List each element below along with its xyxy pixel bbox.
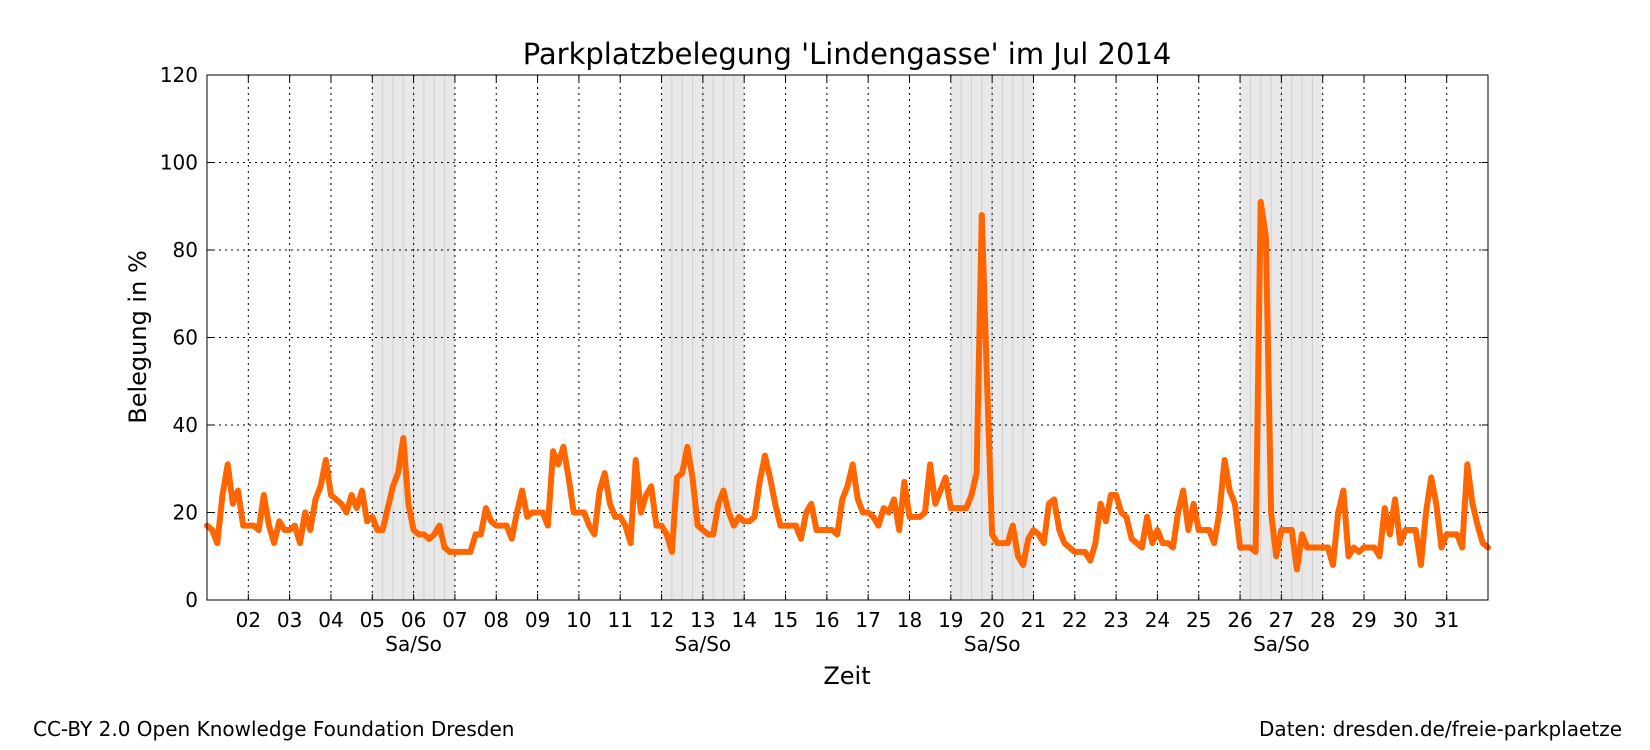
x-axis-label: Zeit [823, 662, 870, 690]
y-tick-label: 80 [173, 238, 198, 262]
x-tick-label: 15 [773, 608, 798, 632]
y-axis-label: Belegung in % [124, 250, 152, 424]
license-credit: CC-BY 2.0 Open Knowledge Foundation Dres… [33, 717, 515, 741]
x-tick-label: 27 [1269, 608, 1294, 632]
x-tick-label: 16 [814, 608, 839, 632]
x-tick-label: 24 [1145, 608, 1170, 632]
x-tick-label: 19 [938, 608, 963, 632]
x-tick-label: 14 [731, 608, 756, 632]
y-tick-label: 20 [173, 501, 198, 525]
x-tick-label: 12 [649, 608, 674, 632]
x-tick-label: 11 [607, 608, 632, 632]
x-tick-label: 20 [979, 608, 1004, 632]
x-tick-label: 21 [1021, 608, 1046, 632]
axis-ticks: 02 03 04 05 06 07 08 09 10 11 12 13 14 15 16 17 18 19 20 21… [160, 63, 1488, 656]
x-tick-label: 23 [1103, 608, 1128, 632]
chart-title: Parkplatzbelegung 'Lindengasse' im Jul 2… [523, 37, 1172, 71]
y-tick-label: 100 [160, 151, 198, 175]
x-tick-label: 29 [1351, 608, 1376, 632]
x-tick-label: 30 [1393, 608, 1418, 632]
weekend-label: Sa/So [385, 632, 442, 656]
data-source-credit: Daten: dresden.de/freie-parkplaetze [1259, 717, 1622, 741]
x-tick-label: 18 [897, 608, 922, 632]
x-tick-label: 08 [484, 608, 509, 632]
x-tick-label: 05 [360, 608, 385, 632]
line-series [204, 198, 1491, 573]
x-tick-label: 26 [1227, 608, 1252, 632]
x-tick-label: 02 [236, 608, 261, 632]
y-tick-label: 60 [173, 326, 198, 350]
y-tick-label: 120 [160, 63, 198, 87]
x-tick-label: 13 [690, 608, 715, 632]
occupancy-line [204, 198, 1491, 573]
weekend-label: Sa/So [964, 632, 1021, 656]
x-tick-label: 10 [566, 608, 591, 632]
x-tick-label: 04 [318, 608, 343, 632]
x-tick-label: 07 [442, 608, 467, 632]
y-tick-label: 40 [173, 413, 198, 437]
weekend-label: Sa/So [675, 632, 732, 656]
x-tick-label: 06 [401, 608, 426, 632]
x-tick-label: 28 [1310, 608, 1335, 632]
x-tick-label: 09 [525, 608, 550, 632]
x-tick-label: 03 [277, 608, 302, 632]
weekend-label: Sa/So [1253, 632, 1310, 656]
y-tick-label: 0 [185, 588, 198, 612]
x-tick-label: 17 [855, 608, 880, 632]
x-tick-label: 25 [1186, 608, 1211, 632]
x-tick-label: 31 [1434, 608, 1459, 632]
x-tick-label: 22 [1062, 608, 1087, 632]
